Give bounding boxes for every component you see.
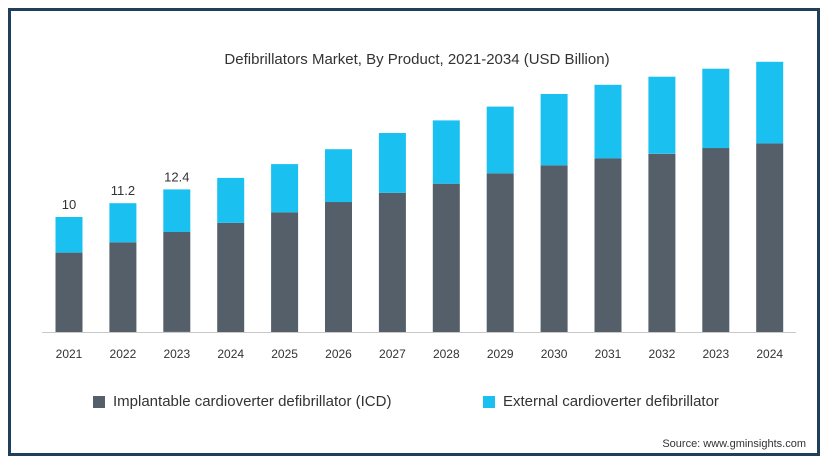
- x-tick-label-13: 2024: [756, 347, 783, 361]
- bar-external-8: [486, 106, 514, 174]
- bar-external-1: [109, 203, 137, 243]
- data-label-0: 10: [62, 197, 76, 212]
- legend-label-external: External cardioverter defibrillator: [503, 393, 719, 410]
- bar-external-0: [55, 217, 83, 253]
- bar-icd-10: [594, 158, 622, 332]
- bar-external-5: [325, 149, 352, 203]
- bar-external-3: [217, 177, 245, 223]
- data-label-1: 11.2: [111, 183, 135, 198]
- bar-icd-11: [648, 153, 676, 333]
- bar-icd-6: [378, 192, 406, 332]
- bar-icd-7: [432, 183, 460, 332]
- x-tick-label-8: 2029: [487, 347, 514, 361]
- bar-icd-13: [756, 143, 784, 332]
- legend-label-icd: Implantable cardioverter defibrillator (…: [113, 393, 392, 410]
- bar-external-13: [756, 61, 784, 144]
- x-tick-label-1: 2022: [110, 347, 137, 361]
- bar-external-9: [540, 94, 568, 166]
- x-tick-label-11: 2032: [649, 347, 676, 361]
- data-label-2: 12.4: [164, 169, 189, 184]
- x-tick-label-7: 2028: [433, 347, 460, 361]
- bar-external-6: [378, 133, 406, 193]
- x-tick-label-2: 2023: [163, 347, 190, 361]
- legend-item-external: External cardioverter defibrillator: [483, 393, 719, 410]
- bar-icd-4: [271, 212, 299, 332]
- x-tick-label-3: 2024: [217, 347, 244, 361]
- x-tick-label-10: 2031: [595, 347, 622, 361]
- legend-swatch-icd: [93, 395, 105, 408]
- bar-icd-12: [702, 148, 730, 332]
- legend-swatch-external: [483, 395, 495, 408]
- bar-external-12: [702, 68, 730, 149]
- bar-external-4: [271, 164, 299, 213]
- bar-icd-0: [55, 252, 83, 332]
- x-tick-label-0: 2021: [56, 347, 83, 361]
- bar-external-11: [648, 76, 676, 154]
- bar-icd-5: [325, 202, 352, 332]
- x-tick-label-6: 2027: [379, 347, 406, 361]
- x-tick-label-4: 2025: [271, 347, 298, 361]
- x-tick-label-5: 2026: [325, 347, 352, 361]
- source-note: Source: www.gminsights.com: [662, 438, 806, 450]
- bar-icd-1: [109, 242, 137, 332]
- bar-icd-9: [540, 165, 568, 333]
- bar-external-7: [432, 120, 460, 184]
- bar-icd-8: [486, 173, 514, 332]
- x-tick-label-12: 2023: [702, 347, 729, 361]
- bar-external-2: [163, 189, 191, 232]
- bar-external-10: [594, 84, 622, 159]
- chart-frame: [8, 8, 820, 456]
- bar-icd-2: [163, 231, 191, 332]
- chart-title: Defibrillators Market, By Product, 2021-…: [224, 51, 610, 68]
- legend-item-icd: Implantable cardioverter defibrillator (…: [93, 393, 391, 410]
- x-tick-label-9: 2030: [541, 347, 568, 361]
- bar-icd-3: [217, 222, 245, 333]
